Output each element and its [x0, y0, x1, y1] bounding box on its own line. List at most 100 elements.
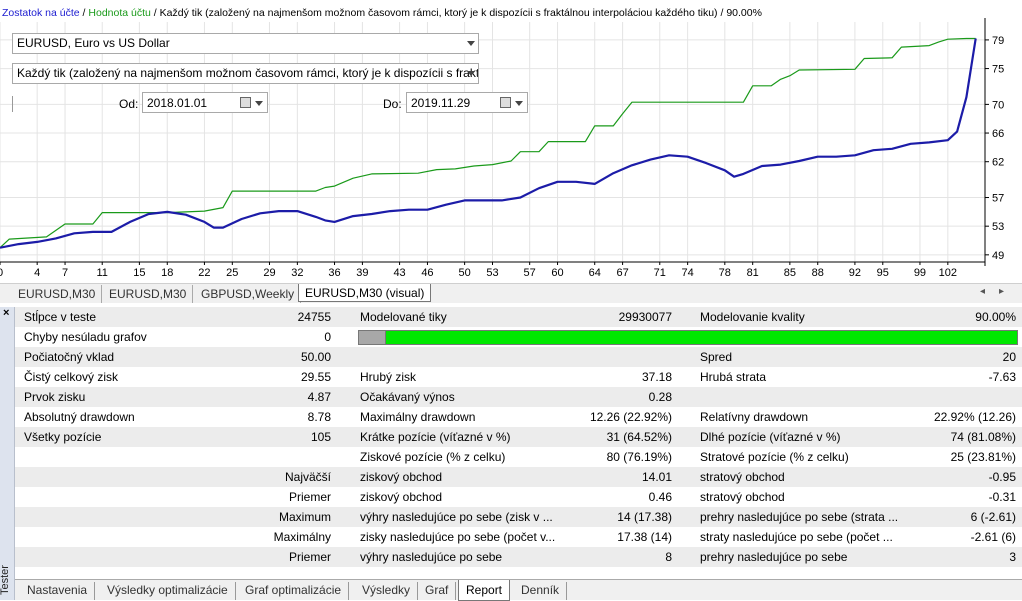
- right-label: Relatívny drawdown: [700, 410, 809, 424]
- tab-label: EURUSD,M30: [109, 287, 187, 301]
- row-label: Čistý celkový zisk: [24, 370, 119, 384]
- chart-tab-gbpusd-weekly[interactable]: GBPUSD,Weekly: [195, 285, 302, 303]
- tab-label: Výsledky optimalizácie: [107, 583, 228, 597]
- report-row: Všetky pozície 105 Krátke pozície (víťazné…: [15, 427, 1022, 447]
- mid-value: 14 (17.38): [617, 510, 672, 524]
- x-tick-label: 102: [939, 267, 957, 279]
- mid-value: 12.26 (22.92%): [589, 410, 672, 424]
- chart-tab-eurusd-m30-2[interactable]: EURUSD,M30: [103, 285, 194, 303]
- x-tick-label: 50: [458, 267, 470, 279]
- mid-value: 0.46: [648, 490, 672, 504]
- tab-report[interactable]: Report: [458, 580, 511, 601]
- scroll-right-icon[interactable]: ▸: [998, 286, 1018, 297]
- tab-optimization-graph[interactable]: Graf optimalizácie: [238, 582, 350, 600]
- mid-label: výhry nasledujúce po sebe (zisk v ...: [360, 510, 553, 524]
- row-value: Priemer: [288, 550, 331, 564]
- x-tick-label: 60: [551, 267, 563, 279]
- right-label: Dlhé pozície (víťazné v %): [700, 430, 841, 444]
- x-tick-label: 43: [393, 267, 405, 279]
- splitter-handle[interactable]: [9, 96, 13, 112]
- right-label: Stratové pozície (% z celku): [700, 450, 849, 464]
- chart-title-desc: Každý tik (založený na najmenšom možnom …: [159, 7, 718, 19]
- tab-label: EURUSD,M30 (visual): [305, 286, 425, 300]
- tab-label: Výsledky: [362, 583, 411, 597]
- tab-settings[interactable]: Nastavenia: [20, 582, 96, 600]
- tester-side-strip: ×: [0, 307, 15, 600]
- row-value: 105: [310, 430, 331, 444]
- x-tick-label: 18: [161, 267, 173, 279]
- right-label: prehry nasledujúce po sebe (strata ...: [700, 510, 899, 524]
- chevron-down-icon[interactable]: [515, 101, 523, 106]
- tab-optimization-results[interactable]: Výsledky optimalizácie: [100, 582, 236, 600]
- report-row: Priemer výhry nasledujúce po sebe 8 prehry …: [15, 547, 1022, 567]
- x-tick-label: 39: [356, 267, 368, 279]
- row-value: Maximum: [278, 510, 331, 524]
- mid-label: Očakávaný výnos: [360, 390, 455, 404]
- report-table: Stĺpce v teste 24755 Modelované tiky 299300…: [15, 307, 1022, 579]
- x-tick-label: 81: [747, 267, 759, 279]
- close-icon[interactable]: ×: [3, 307, 10, 319]
- chevron-down-icon[interactable]: [255, 101, 263, 106]
- tab-journal[interactable]: Denník: [514, 582, 568, 600]
- y-tick-label: 79: [992, 35, 1004, 47]
- modeling-quality-bar: [358, 330, 1018, 345]
- y-tick-label: 70: [992, 99, 1004, 111]
- to-date-picker[interactable]: 2019.11.29: [406, 92, 528, 113]
- report-row: Čistý celkový zisk 29.55 Hrubý zisk 37.18 Hr…: [15, 367, 1022, 387]
- report-row: Prvok zisku 4.87 Očakávaný výnos 0.28: [15, 387, 1022, 407]
- calendar-icon[interactable]: [240, 97, 251, 108]
- tab-label: Graf optimalizácie: [245, 583, 342, 597]
- right-label: Spred: [700, 350, 733, 364]
- from-date-picker[interactable]: 2018.01.01: [142, 92, 268, 113]
- mid-label: ziskový obchod: [360, 470, 443, 484]
- right-label: stratový obchod: [700, 490, 785, 504]
- to-date-value: 2019.11.29: [411, 96, 471, 110]
- chart-tab-eurusd-m30-visual[interactable]: EURUSD,M30 (visual): [298, 284, 432, 302]
- x-tick-label: 36: [328, 267, 340, 279]
- tester-label: Tester: [0, 565, 11, 595]
- mid-label: ziskový obchod: [360, 490, 443, 504]
- tab-results[interactable]: Výsledky: [355, 582, 419, 600]
- report-row: Stĺpce v teste 24755 Modelované tiky 299300…: [15, 307, 1022, 327]
- tab-label: EURUSD,M30: [18, 287, 96, 301]
- tab-label: Nastavenia: [27, 583, 88, 597]
- chart-title-sep-2: /: [150, 7, 160, 19]
- symbol-select[interactable]: EURUSD, Euro vs US Dollar: [12, 33, 479, 54]
- calendar-icon[interactable]: [500, 97, 511, 108]
- report-row: Absolutný drawdown 8.78 Maximálny drawdown…: [15, 407, 1022, 427]
- model-select[interactable]: Každý tik (založený na najmenšom možnom …: [12, 63, 479, 84]
- row-value: 29.55: [300, 370, 331, 384]
- equity-series-line: [0, 38, 977, 249]
- scroll-left-icon[interactable]: ◂: [979, 286, 999, 297]
- row-value: 50.00: [300, 350, 331, 364]
- x-tick-label: 85: [784, 267, 796, 279]
- right-value: 25 (23.81%): [950, 450, 1016, 464]
- tab-label: Report: [466, 583, 503, 597]
- row-label: Prvok zisku: [24, 390, 86, 404]
- x-tick-label: 99: [914, 267, 926, 279]
- x-tick-label: 29: [263, 267, 275, 279]
- balance-chart: 49 53 57 62 66 70 75 79 0 4 7 11 15 18 22 25 29 32 36 39 43 4…: [0, 18, 1004, 279]
- chart-title-quality: 90.00%: [726, 7, 762, 19]
- row-label: [24, 467, 224, 487]
- mid-value: 37.18: [641, 370, 672, 384]
- report-row: Najväčší ziskový obchod 14.01 stratový obch…: [15, 467, 1022, 487]
- right-value: 74 (81.08%): [950, 430, 1016, 444]
- row-value: 8.78: [307, 410, 331, 424]
- tab-scroll-arrows[interactable]: ◂▸: [980, 286, 1018, 297]
- balance-series-line: [0, 37, 976, 249]
- y-tick-label: 75: [992, 64, 1004, 76]
- tab-graph[interactable]: Graf: [418, 582, 457, 600]
- row-label: [24, 547, 224, 567]
- x-tick-label: 92: [849, 267, 861, 279]
- right-value: -0.95: [988, 470, 1016, 484]
- row-label: [24, 527, 224, 547]
- x-tick-label: 7: [62, 267, 68, 279]
- mid-value: 14.01: [641, 470, 672, 484]
- y-tick-label: 57: [992, 193, 1004, 205]
- x-tick-label: 4: [34, 267, 40, 279]
- chart-tab-eurusd-m30-1[interactable]: EURUSD,M30: [12, 285, 103, 303]
- mid-value: 31 (64.52%): [606, 430, 672, 444]
- row-label: [24, 487, 224, 507]
- right-value: 3: [1009, 550, 1016, 564]
